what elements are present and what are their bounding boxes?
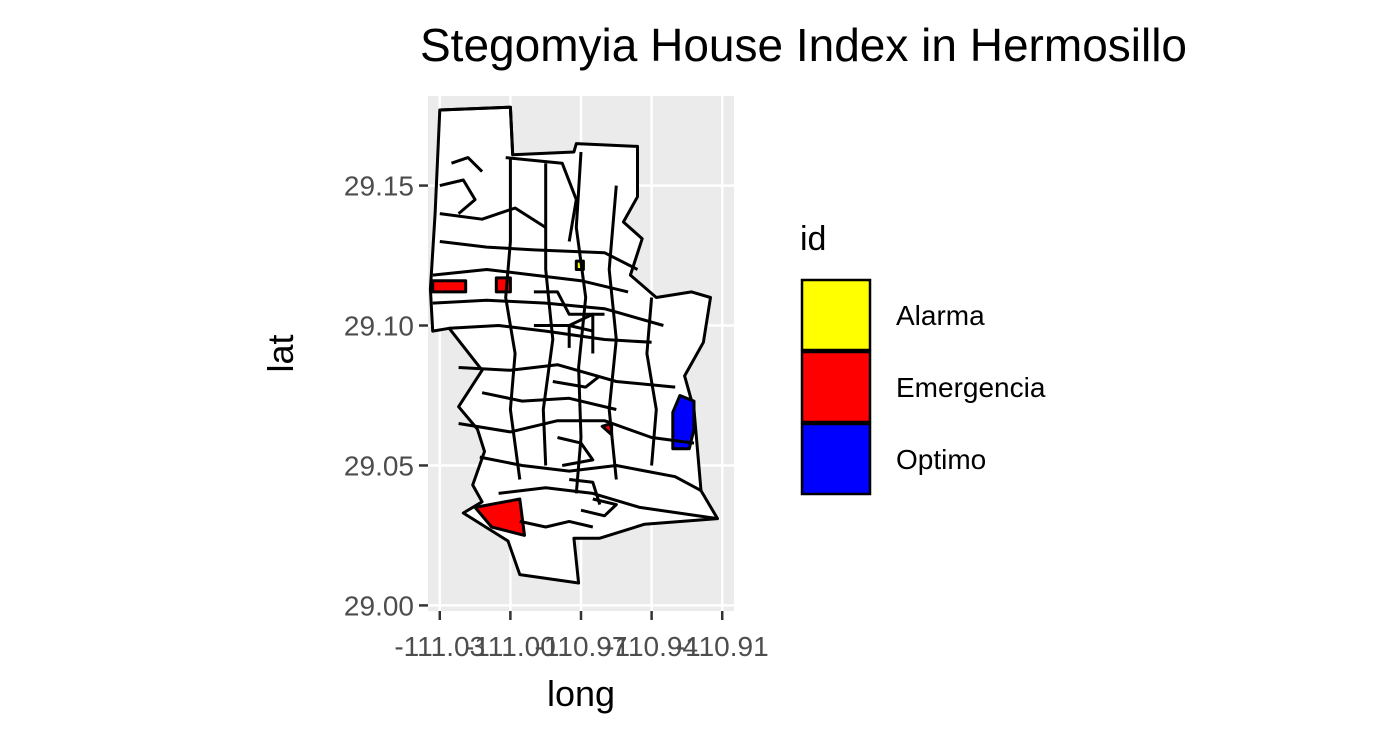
boundary-line <box>567 312 595 354</box>
legend-key <box>800 350 872 424</box>
legend-label: Alarma <box>896 300 985 331</box>
y-tick-label: 29.10 <box>344 311 414 342</box>
boundary-line <box>439 206 547 229</box>
legend-key <box>800 278 872 352</box>
boundary-line <box>458 363 676 389</box>
boundary-line <box>569 478 602 506</box>
x-tick-label: -110.91 <box>676 631 769 662</box>
boundary-line <box>504 157 522 480</box>
legend-label: Optimo <box>896 444 986 475</box>
region-emergencia-south <box>473 497 526 537</box>
region-optimo-east <box>671 394 696 451</box>
region-white <box>428 105 719 585</box>
boundary-line <box>451 156 484 173</box>
boundary-line <box>432 268 629 294</box>
boundary-line <box>439 178 477 215</box>
axes: 29.0029.0529.1029.15-111.03-111.00-110.9… <box>344 171 769 662</box>
boundary-line <box>439 240 639 271</box>
map-regions <box>428 105 719 585</box>
x-tick-label: -110.94 <box>605 631 698 662</box>
boundary-line <box>498 486 718 521</box>
boundary-line <box>432 298 664 327</box>
legend: id Alarma Emergencia Optimo <box>800 220 1046 496</box>
boundary-line <box>479 455 702 492</box>
boundary-line <box>574 151 588 494</box>
boundary-line <box>645 297 658 466</box>
boundary-line <box>580 497 618 518</box>
x-tick-label: -111.00 <box>465 631 556 662</box>
chart-title: Stegomyia House Index in Hermosillo <box>420 19 1188 71</box>
x-tick-label: -110.97 <box>535 631 628 662</box>
y-tick-label: 29.15 <box>344 171 414 202</box>
boundary-line <box>439 105 515 155</box>
legend-label: Emergencia <box>896 372 1046 403</box>
map-outlines <box>432 105 718 529</box>
y-tick-label: 29.00 <box>344 590 414 621</box>
region-emergencia-west <box>431 279 468 294</box>
boundary-line <box>607 185 618 480</box>
boundary-line <box>541 163 555 466</box>
y-axis-title: lat <box>260 334 301 372</box>
boundary-line <box>505 156 578 242</box>
boundary-line <box>519 519 594 529</box>
boundary-line <box>557 436 595 467</box>
boundary-line <box>449 324 652 344</box>
legend-key <box>800 422 872 496</box>
y-tick-label: 29.05 <box>344 450 414 481</box>
boundary-line <box>533 290 605 316</box>
legend-title: id <box>800 220 826 258</box>
x-axis-title: long <box>547 673 615 714</box>
boundary-line <box>552 374 601 389</box>
x-tick-label: -111.03 <box>394 631 485 662</box>
